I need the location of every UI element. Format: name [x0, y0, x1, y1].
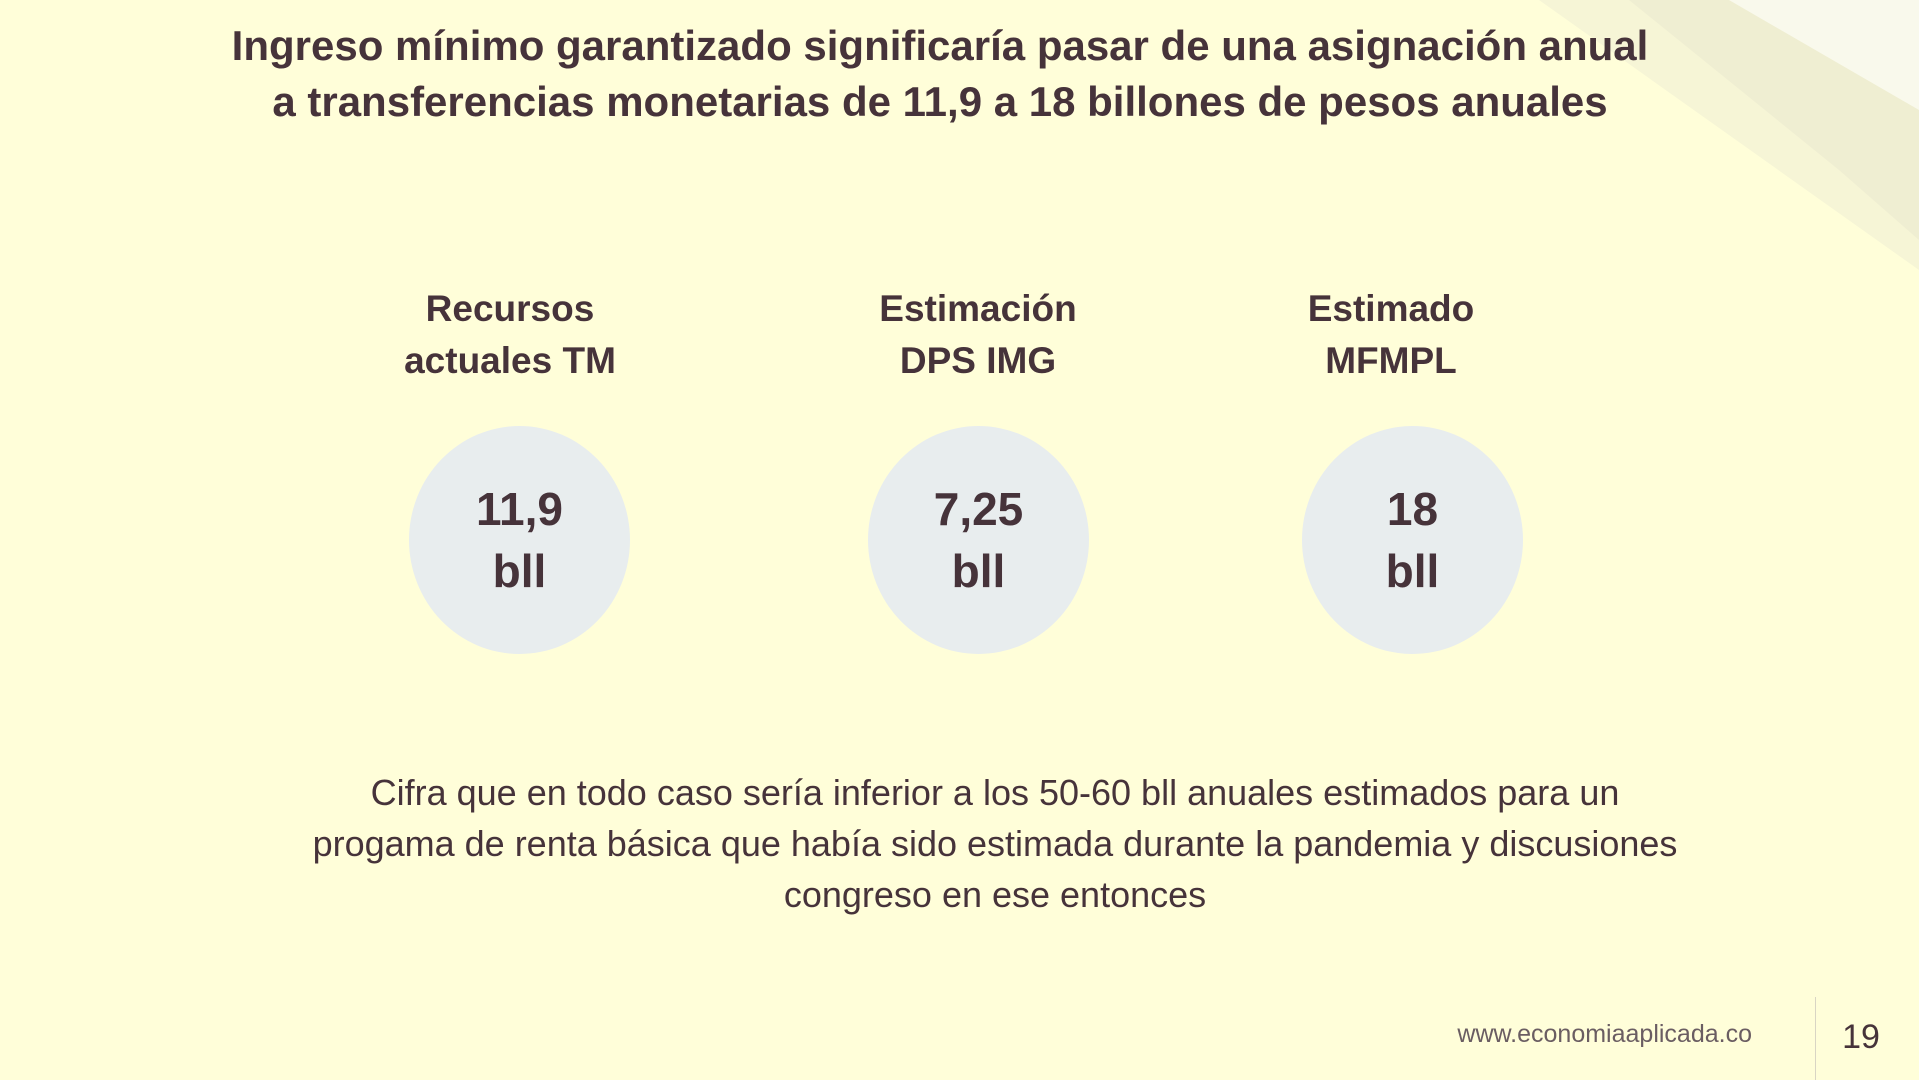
slide-title-line: a transferencias monetarias de 11,9 a 18…: [272, 78, 1608, 125]
column-label-line: Recursos: [425, 288, 595, 329]
footnote-line: Cifra que en todo caso sería inferior a …: [370, 772, 1620, 813]
slide-title-line: Ingreso mínimo garantizado significaría …: [231, 22, 1649, 69]
footnote-line: progama de renta básica que había sido e…: [312, 823, 1678, 864]
bubble-unit: bll: [1385, 545, 1440, 597]
value-bubble-estimado: 18 bll: [1302, 426, 1523, 654]
bubble-value: 18: [1386, 483, 1439, 535]
bubble-value: 11,9: [476, 483, 563, 535]
column-label-line: MFMPL: [1325, 340, 1457, 381]
footer-divider: [1815, 997, 1816, 1080]
column-label-recursos: Recursos actuales TM: [350, 283, 670, 387]
slide-title: Ingreso mínimo garantizado significaría …: [140, 18, 1740, 130]
footnote-text: Cifra que en todo caso sería inferior a …: [200, 767, 1790, 920]
bubble-unit: bll: [492, 545, 547, 597]
column-label-line: actuales TM: [404, 340, 616, 381]
bubble-unit: bll: [951, 545, 1006, 597]
page-number: 19: [1842, 1018, 1880, 1056]
value-bubble-recursos: 11,9 bll: [409, 426, 630, 654]
footnote-line: congreso en ese entonces: [783, 874, 1207, 915]
column-label-estimado: Estimado MFMPL: [1231, 283, 1551, 387]
column-label-estimacion: Estimación DPS IMG: [818, 283, 1138, 387]
value-bubble-estimacion: 7,25 bll: [868, 426, 1089, 654]
column-label-line: Estimación: [879, 288, 1077, 329]
column-label-line: Estimado: [1307, 288, 1475, 329]
bubble-value: 7,25: [933, 483, 1024, 535]
column-label-line: DPS IMG: [899, 340, 1057, 381]
footer-url: www.economiaaplicada.co: [1457, 1020, 1752, 1048]
